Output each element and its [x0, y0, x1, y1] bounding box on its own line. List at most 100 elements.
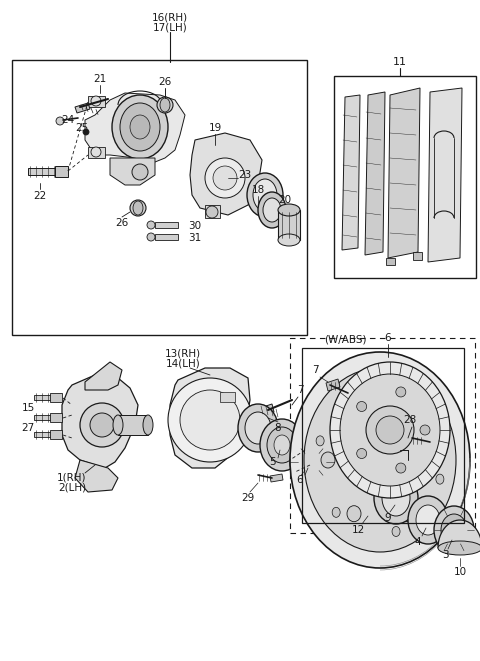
Ellipse shape: [316, 436, 324, 446]
Polygon shape: [260, 404, 274, 416]
Ellipse shape: [434, 506, 474, 554]
Polygon shape: [75, 103, 90, 113]
Text: 24: 24: [61, 115, 74, 125]
Polygon shape: [118, 415, 148, 435]
Circle shape: [357, 449, 367, 459]
Bar: [302, 348, 464, 523]
Polygon shape: [386, 258, 395, 265]
Ellipse shape: [408, 496, 448, 544]
Ellipse shape: [120, 103, 160, 151]
Text: 19: 19: [208, 123, 222, 133]
Polygon shape: [190, 133, 262, 215]
Polygon shape: [85, 93, 185, 162]
Polygon shape: [155, 234, 178, 240]
Polygon shape: [55, 166, 68, 177]
Polygon shape: [34, 415, 52, 420]
Polygon shape: [155, 222, 178, 228]
Text: 27: 27: [22, 423, 35, 433]
Ellipse shape: [332, 508, 340, 518]
Ellipse shape: [399, 399, 413, 414]
Ellipse shape: [347, 399, 361, 414]
Ellipse shape: [113, 415, 123, 435]
Ellipse shape: [425, 452, 439, 468]
Text: 18: 18: [252, 185, 264, 195]
Polygon shape: [278, 210, 300, 240]
Ellipse shape: [321, 452, 335, 468]
Ellipse shape: [350, 424, 410, 496]
Polygon shape: [326, 379, 340, 391]
Ellipse shape: [143, 415, 153, 435]
Circle shape: [396, 387, 406, 397]
Polygon shape: [388, 88, 420, 258]
Polygon shape: [110, 158, 155, 185]
Text: 7: 7: [297, 385, 303, 395]
Circle shape: [180, 390, 240, 450]
Ellipse shape: [258, 192, 286, 228]
Text: 8: 8: [275, 423, 281, 433]
Text: 15: 15: [22, 403, 35, 413]
Ellipse shape: [392, 526, 400, 537]
Text: 6: 6: [384, 333, 391, 343]
Text: 29: 29: [241, 493, 254, 503]
Text: 11: 11: [393, 57, 407, 67]
Polygon shape: [28, 168, 58, 175]
Circle shape: [157, 97, 173, 113]
Circle shape: [56, 117, 64, 125]
Polygon shape: [342, 95, 360, 250]
Text: 31: 31: [188, 233, 201, 243]
Ellipse shape: [420, 403, 428, 412]
Circle shape: [91, 147, 101, 157]
Ellipse shape: [160, 98, 170, 112]
Text: 10: 10: [454, 567, 467, 577]
Ellipse shape: [340, 374, 440, 486]
Text: 26: 26: [115, 218, 129, 228]
Circle shape: [132, 164, 148, 180]
Polygon shape: [270, 474, 283, 482]
Polygon shape: [75, 460, 118, 492]
Circle shape: [147, 233, 155, 241]
Text: 1(RH): 1(RH): [57, 472, 87, 482]
Ellipse shape: [267, 427, 297, 463]
Text: 4: 4: [415, 537, 421, 547]
Ellipse shape: [245, 412, 271, 444]
Ellipse shape: [438, 541, 480, 555]
Polygon shape: [34, 432, 52, 437]
Ellipse shape: [347, 506, 361, 522]
Text: 16(RH): 16(RH): [152, 13, 188, 23]
Text: 17(LH): 17(LH): [153, 23, 187, 33]
Text: 22: 22: [34, 191, 47, 201]
Ellipse shape: [278, 234, 300, 246]
Circle shape: [420, 425, 430, 435]
Ellipse shape: [278, 204, 300, 216]
Text: (W/ABS): (W/ABS): [324, 335, 367, 345]
Ellipse shape: [360, 383, 368, 393]
Ellipse shape: [362, 438, 398, 482]
Text: 14(LH): 14(LH): [166, 358, 200, 368]
Circle shape: [376, 416, 404, 444]
Circle shape: [91, 96, 101, 106]
Bar: [290, 338, 475, 533]
Polygon shape: [50, 430, 62, 439]
Text: 9: 9: [384, 513, 391, 523]
Circle shape: [168, 378, 252, 462]
Bar: [334, 76, 476, 278]
Polygon shape: [88, 96, 105, 107]
Circle shape: [147, 221, 155, 229]
Text: 30: 30: [188, 221, 201, 231]
Ellipse shape: [238, 404, 278, 452]
Ellipse shape: [399, 506, 413, 522]
Ellipse shape: [374, 472, 418, 524]
Polygon shape: [205, 205, 220, 218]
Ellipse shape: [247, 173, 283, 217]
Text: 21: 21: [94, 74, 107, 84]
Ellipse shape: [290, 352, 470, 568]
Text: 5: 5: [269, 457, 276, 467]
Polygon shape: [50, 393, 62, 402]
Bar: [220, 392, 235, 402]
Ellipse shape: [260, 419, 304, 471]
Polygon shape: [88, 147, 105, 158]
Text: 25: 25: [75, 123, 89, 133]
Ellipse shape: [436, 474, 444, 484]
Text: 12: 12: [351, 525, 365, 535]
Text: 20: 20: [278, 195, 291, 205]
